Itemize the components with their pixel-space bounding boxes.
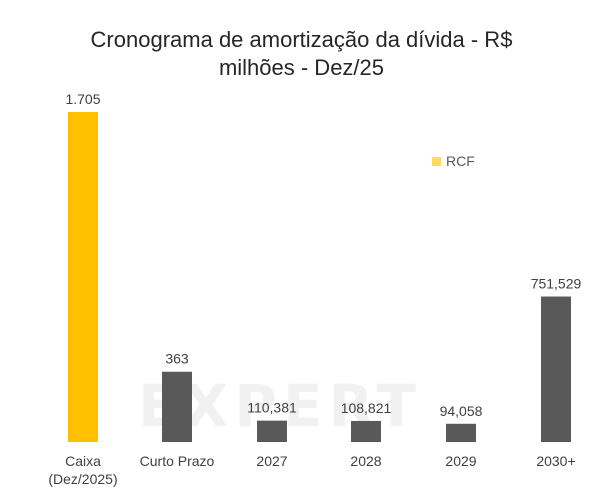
legend-label-rcf: RCF — [446, 153, 475, 169]
data-label-2029: 94,058 — [440, 403, 483, 419]
category-label-caixa-dez-2025-1: Caixa — [65, 453, 101, 469]
category-label-caixa-dez-2025-2: (Dez/2025) — [48, 471, 117, 487]
data-label-2027: 110,381 — [247, 400, 297, 416]
bar-2027 — [257, 420, 287, 442]
data-label-2028: 108,821 — [341, 400, 392, 416]
legend: RCF — [432, 153, 475, 169]
bar-curto-prazo — [162, 371, 192, 442]
data-label-curto-prazo: 363 — [165, 351, 189, 367]
bar-2029 — [446, 423, 476, 442]
category-label-2029: 2029 — [445, 453, 476, 469]
chart-title: Cronograma de amortização da dívida - R$… — [0, 26, 603, 82]
chart-title-line-1: Cronograma de amortização da dívida - R$ — [90, 27, 513, 52]
data-label-caixa-dez-2025: 1.705 — [65, 91, 100, 107]
legend-swatch-rcf — [432, 156, 441, 166]
data-label-2030: 751,529 — [531, 276, 582, 292]
bar-caixa-dez-2025 — [68, 112, 98, 442]
bar-2030 — [541, 296, 571, 442]
chart-title-line-2: milhões - Dez/25 — [218, 55, 385, 80]
bar-2028 — [351, 420, 381, 442]
category-label-2030: 2030+ — [536, 453, 575, 469]
category-label-2028: 2028 — [350, 453, 381, 469]
category-label-2027: 2027 — [256, 453, 287, 469]
category-label-curto-prazo: Curto Prazo — [140, 453, 215, 469]
